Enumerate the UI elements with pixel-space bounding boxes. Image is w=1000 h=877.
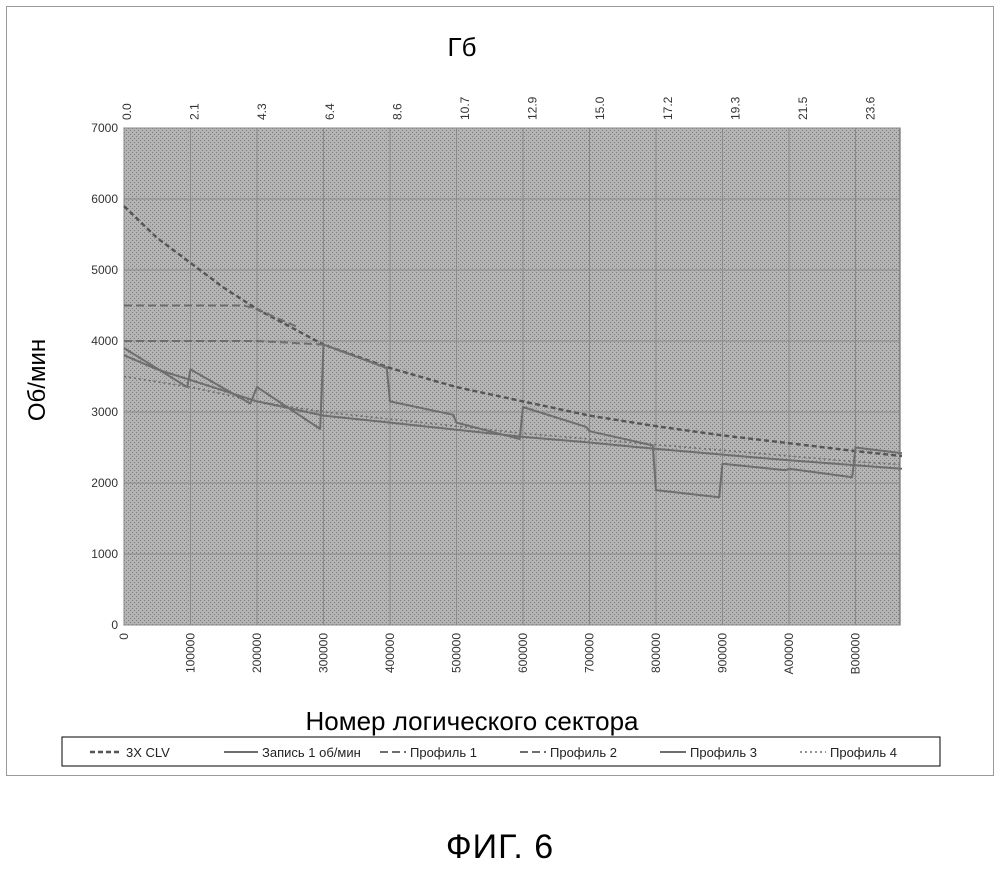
top-tick-label: 15.0	[593, 96, 607, 120]
y-axis-title: Об/мин	[24, 339, 51, 421]
top-axis-title: Гб	[448, 32, 477, 62]
x-tick-label: 100000	[184, 633, 198, 673]
y-tick-label: 1000	[91, 547, 118, 561]
top-tick-label: 19.3	[728, 96, 742, 120]
legend: 3X CLV Запись 1 об/мин Профиль 1 Профиль 2 П…	[62, 737, 940, 766]
top-tick-label: 17.2	[661, 96, 675, 120]
top-tick-label: 8.6	[390, 103, 404, 120]
y-tick-label: 2000	[91, 476, 118, 490]
x-tick-label: B00000	[849, 633, 863, 675]
x-tick-label: 600000	[516, 633, 530, 673]
legend-label: 3X CLV	[126, 745, 170, 760]
y-tick-label: 7000	[91, 121, 118, 135]
plot-area	[124, 128, 900, 625]
top-tick-labels: 0.0 2.1 4.3 6.4 8.6 10.7 12.9 15.0 17.2 19.3 21.5 2…	[120, 96, 878, 120]
y-tick-label: 6000	[91, 192, 118, 206]
top-tick-label: 0.0	[120, 103, 134, 120]
top-tick-label: 23.6	[864, 96, 878, 120]
top-tick-label: 6.4	[323, 103, 337, 120]
x-axis-title: Номер логического сектора	[305, 706, 639, 736]
x-tick-label: 300000	[317, 633, 331, 673]
x-tick-labels: 0 100000 200000 300000 400000 500000 600000 700…	[117, 633, 863, 675]
top-tick-label: 21.5	[796, 96, 810, 120]
plot-background	[124, 128, 900, 625]
x-tick-label: 400000	[383, 633, 397, 673]
figure-caption: ФИГ. 6	[0, 828, 1000, 867]
y-tick-label: 5000	[91, 263, 118, 277]
legend-label: Профиль 4	[830, 745, 897, 760]
x-tick-label: 0	[117, 633, 131, 640]
top-tick-label: 2.1	[188, 103, 202, 120]
x-tick-label: 900000	[716, 633, 730, 673]
x-tick-label: 500000	[450, 633, 464, 673]
y-tick-label: 0	[111, 618, 118, 632]
x-tick-label: 200000	[250, 633, 264, 673]
y-tick-label: 4000	[91, 334, 118, 348]
y-tick-label: 3000	[91, 405, 118, 419]
legend-label: Профиль 1	[410, 745, 477, 760]
legend-label: Профиль 2	[550, 745, 617, 760]
x-tick-label: A00000	[782, 633, 796, 675]
x-tick-label: 700000	[583, 633, 597, 673]
legend-label: Профиль 3	[690, 745, 757, 760]
top-tick-label: 10.7	[458, 96, 472, 120]
top-tick-label: 12.9	[526, 96, 540, 120]
y-tick-labels: 0 1000 2000 3000 4000 5000 6000 7000	[91, 121, 118, 632]
x-tick-label: 800000	[649, 633, 663, 673]
legend-box	[62, 737, 940, 766]
legend-label: Запись 1 об/мин	[262, 745, 361, 760]
top-tick-label: 4.3	[255, 103, 269, 120]
